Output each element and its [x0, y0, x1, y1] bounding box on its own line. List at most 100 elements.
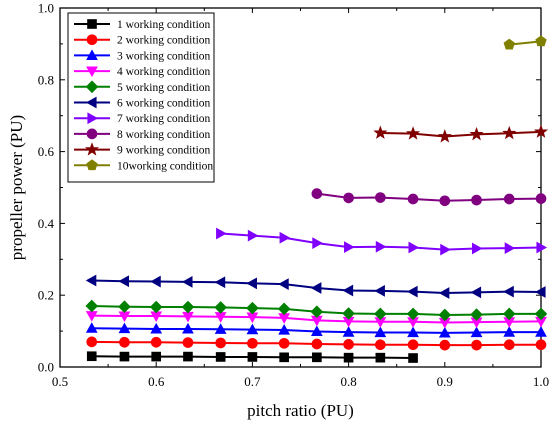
data-point: [407, 193, 419, 205]
data-point: [375, 240, 387, 253]
legend-marker: [86, 34, 98, 46]
data-point: [406, 126, 421, 140]
data-point: [502, 125, 517, 140]
legend: 1 working condition 2 working condition 3 …: [67, 12, 215, 183]
data-point: [407, 339, 419, 351]
data-point: [118, 300, 131, 313]
data-point: [247, 229, 259, 242]
data-point: [504, 242, 516, 255]
series-5: [85, 299, 548, 322]
data-point: [150, 275, 161, 288]
data-point: [535, 326, 547, 337]
legend-label: 9 working condition: [117, 145, 211, 157]
data-point: [533, 124, 549, 138]
data-point: [470, 308, 483, 321]
data-point: [374, 307, 387, 321]
data-point: [374, 326, 387, 338]
data-point: [246, 277, 257, 290]
data-point: [502, 307, 516, 321]
legend-item: 5 working condition: [74, 80, 211, 94]
data-point: [279, 352, 289, 363]
legend-item: 3 working condition: [74, 49, 211, 62]
data-point: [150, 336, 162, 348]
data-point: [85, 299, 99, 313]
data-point: [343, 192, 354, 204]
x-tick-label: 0.9: [437, 374, 453, 389]
data-point: [214, 276, 226, 289]
data-point: [503, 339, 515, 351]
data-point: [470, 326, 483, 338]
data-point: [408, 241, 420, 254]
data-point: [247, 337, 258, 349]
data-point: [247, 352, 258, 362]
data-point: [503, 193, 515, 205]
data-point: [407, 285, 418, 298]
data-point: [407, 326, 419, 338]
data-point: [277, 302, 291, 316]
legend-marker: [85, 96, 97, 109]
y-tick-label: 0.4: [38, 216, 55, 231]
data-point: [311, 338, 323, 350]
data-point: [86, 351, 97, 362]
x-tick-label: 0.6: [148, 374, 165, 389]
data-point: [151, 351, 162, 362]
data-point: [246, 301, 259, 315]
data-point: [214, 301, 227, 314]
y-tick-label: 1.0: [38, 1, 54, 16]
legend-label: 10working condition: [117, 160, 213, 172]
legend-label: 7 working condition: [117, 113, 211, 125]
data-point: [181, 276, 193, 288]
y-tick-label: 0.0: [38, 360, 54, 375]
legend-label: 3 working condition: [117, 50, 211, 62]
data-point: [471, 242, 483, 255]
data-point: [214, 323, 227, 334]
series-9: [373, 124, 549, 143]
legend-marker: [86, 159, 98, 171]
data-point: [503, 38, 515, 50]
data-point: [503, 285, 514, 298]
data-point: [439, 195, 451, 207]
data-point: [342, 284, 354, 297]
data-point: [503, 326, 516, 337]
legend-item: 9 working condition: [74, 142, 211, 157]
data-point: [535, 35, 547, 47]
data-point: [182, 322, 194, 334]
data-point: [278, 278, 289, 290]
y-tick-label: 0.2: [38, 288, 54, 303]
data-point: [375, 192, 386, 203]
data-point: [342, 307, 355, 320]
legend-label: 4 working condition: [117, 66, 211, 78]
legend-label: 5 working condition: [117, 82, 211, 94]
legend-marker: [84, 142, 100, 156]
data-point: [470, 286, 482, 299]
data-point: [312, 237, 323, 250]
data-point: [215, 337, 226, 349]
data-point: [119, 351, 130, 362]
data-point: [311, 188, 323, 199]
data-point: [310, 282, 322, 294]
series-line: [380, 130, 542, 138]
legend-item: 8 working condition: [74, 128, 211, 141]
legend-label: 2 working condition: [117, 35, 211, 47]
data-point: [86, 336, 98, 348]
y-axis-title: propeller power (PU): [7, 115, 26, 260]
legend-label: 1 working condition: [117, 19, 211, 31]
legend-marker: [87, 19, 97, 29]
legend-label: 6 working condition: [117, 98, 211, 110]
legend-item: 1 working condition: [74, 19, 211, 31]
series-8: [311, 188, 547, 207]
data-point: [437, 129, 452, 143]
series-group: [85, 35, 549, 363]
data-point: [149, 300, 163, 314]
series-7: [216, 227, 548, 256]
data-point: [440, 243, 451, 256]
data-point: [535, 339, 547, 351]
data-point: [469, 126, 484, 141]
legend-marker: [86, 128, 98, 140]
series-line: [509, 40, 542, 46]
series-4: [85, 311, 547, 329]
data-point: [344, 241, 355, 253]
data-point: [279, 231, 291, 244]
axis-ticks: 0.5 0.6 0.7 0.8 0.9 1.0 0.0 0.2 0.4 0.6 0.8 1.0: [38, 1, 549, 390]
